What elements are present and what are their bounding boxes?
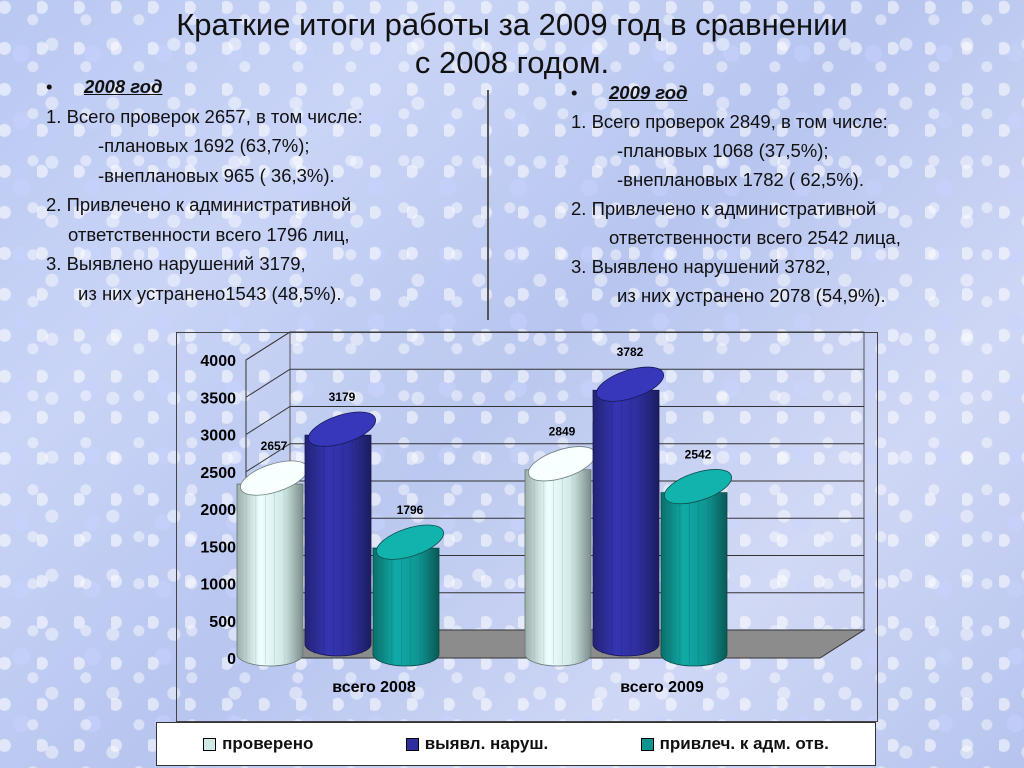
y-tick-label: 3000 (200, 428, 236, 445)
data-label: 2657 (261, 439, 288, 453)
summary-2008: • 2008 год 1. Всего проверок 2657, в том … (46, 72, 363, 308)
bar-top (664, 469, 732, 505)
year-heading-2008: 2008 год (84, 76, 163, 97)
y-tick-label: 2000 (200, 502, 236, 519)
legend-label: привлеч. к адм. отв. (659, 734, 829, 753)
summary-line: ответственности всего 1796 лиц, (68, 223, 350, 245)
category-label: всего 2008 (332, 679, 416, 696)
summary-line: из них устранено1543 (48,5%). (78, 282, 342, 304)
chart-legend: проверено выявл. наруш. привлеч. к адм. … (156, 722, 876, 766)
gridline (245, 443, 864, 473)
summary-line: -внеплановых 1782 ( 62,5%). (617, 169, 864, 190)
summary-line: 3. Выявлено нарушений 3782, (571, 256, 831, 277)
bar-top (596, 366, 664, 402)
legend-item-admin: привлеч. к адм. отв. (640, 734, 829, 754)
legend-swatch (405, 737, 419, 751)
data-label: 1796 (397, 503, 424, 517)
y-tick-label: 1000 (200, 577, 236, 594)
category-label: всего 2009 (620, 679, 704, 696)
legend-label: проверено (222, 734, 314, 753)
summary-line: 2. Привлечено к административной (571, 198, 877, 219)
y-tick-label: 3500 (200, 390, 236, 407)
bar-cylinder (592, 389, 660, 657)
data-label: 2849 (549, 425, 576, 439)
summary-2009: • 2009 год 1. Всего проверок 2849, в том … (571, 78, 901, 310)
legend-label: выявл. наруш. (424, 734, 549, 753)
heading-row-2009: • 2009 год (571, 78, 888, 107)
column-divider (487, 90, 489, 320)
summary-line: 2. Привлечено к административной (46, 194, 352, 215)
y-tick-label: 2500 (200, 465, 236, 482)
gridline (245, 368, 864, 398)
summary-line: 3. Выявлено нарушений 3179, (46, 253, 306, 274)
legend-item-checked: проверено (203, 734, 313, 754)
title-line-2: с 2008 годом. (414, 45, 610, 80)
bar-cylinder (660, 492, 728, 667)
summary-line: -плановых 1692 (63,7%); (98, 135, 310, 156)
summary-line: 1. Всего проверок 2849, в том числе: (571, 111, 888, 132)
summary-line: из них устранено 2078 (54,9%). (617, 285, 886, 306)
y-tick-label: 1500 (200, 539, 236, 556)
summary-line: ответственности всего 2542 лица, (609, 227, 901, 248)
title-line-1: Краткие итоги работы за 2009 год в сравн… (176, 7, 848, 42)
bar-cylinder (372, 547, 440, 667)
gridline (245, 331, 864, 361)
legend-swatch (203, 737, 217, 751)
legend-swatch (640, 737, 654, 751)
bar-cylinder (304, 434, 372, 657)
summary-line: -внеплановых 965 ( 36,3%). (98, 164, 335, 186)
y-tick-label: 500 (209, 614, 236, 631)
slide-title: Краткие итоги работы за 2009 год в сравн… (0, 6, 1024, 82)
bar-top (376, 524, 444, 560)
bullet: • (46, 76, 53, 97)
gridline (245, 406, 864, 435)
summary-line: 1. Всего проверок 2657, в том числе: (46, 105, 363, 127)
bar-cylinder (236, 483, 304, 667)
y-tick-label: 0 (227, 651, 236, 668)
y-tick-label: 4000 (200, 353, 236, 370)
bar-cylinder (524, 469, 592, 667)
heading-row-2008: • 2008 год (46, 72, 363, 102)
summary-line: -плановых 1068 (37,5%); (617, 140, 829, 161)
year-heading-2009: 2009 год (609, 82, 688, 103)
legend-item-violations: выявл. наруш. (405, 734, 549, 754)
data-label: 3782 (617, 345, 644, 359)
data-label: 3179 (329, 390, 356, 404)
data-label: 2542 (685, 448, 712, 462)
bullet: • (571, 82, 578, 103)
bar-top (308, 411, 376, 447)
